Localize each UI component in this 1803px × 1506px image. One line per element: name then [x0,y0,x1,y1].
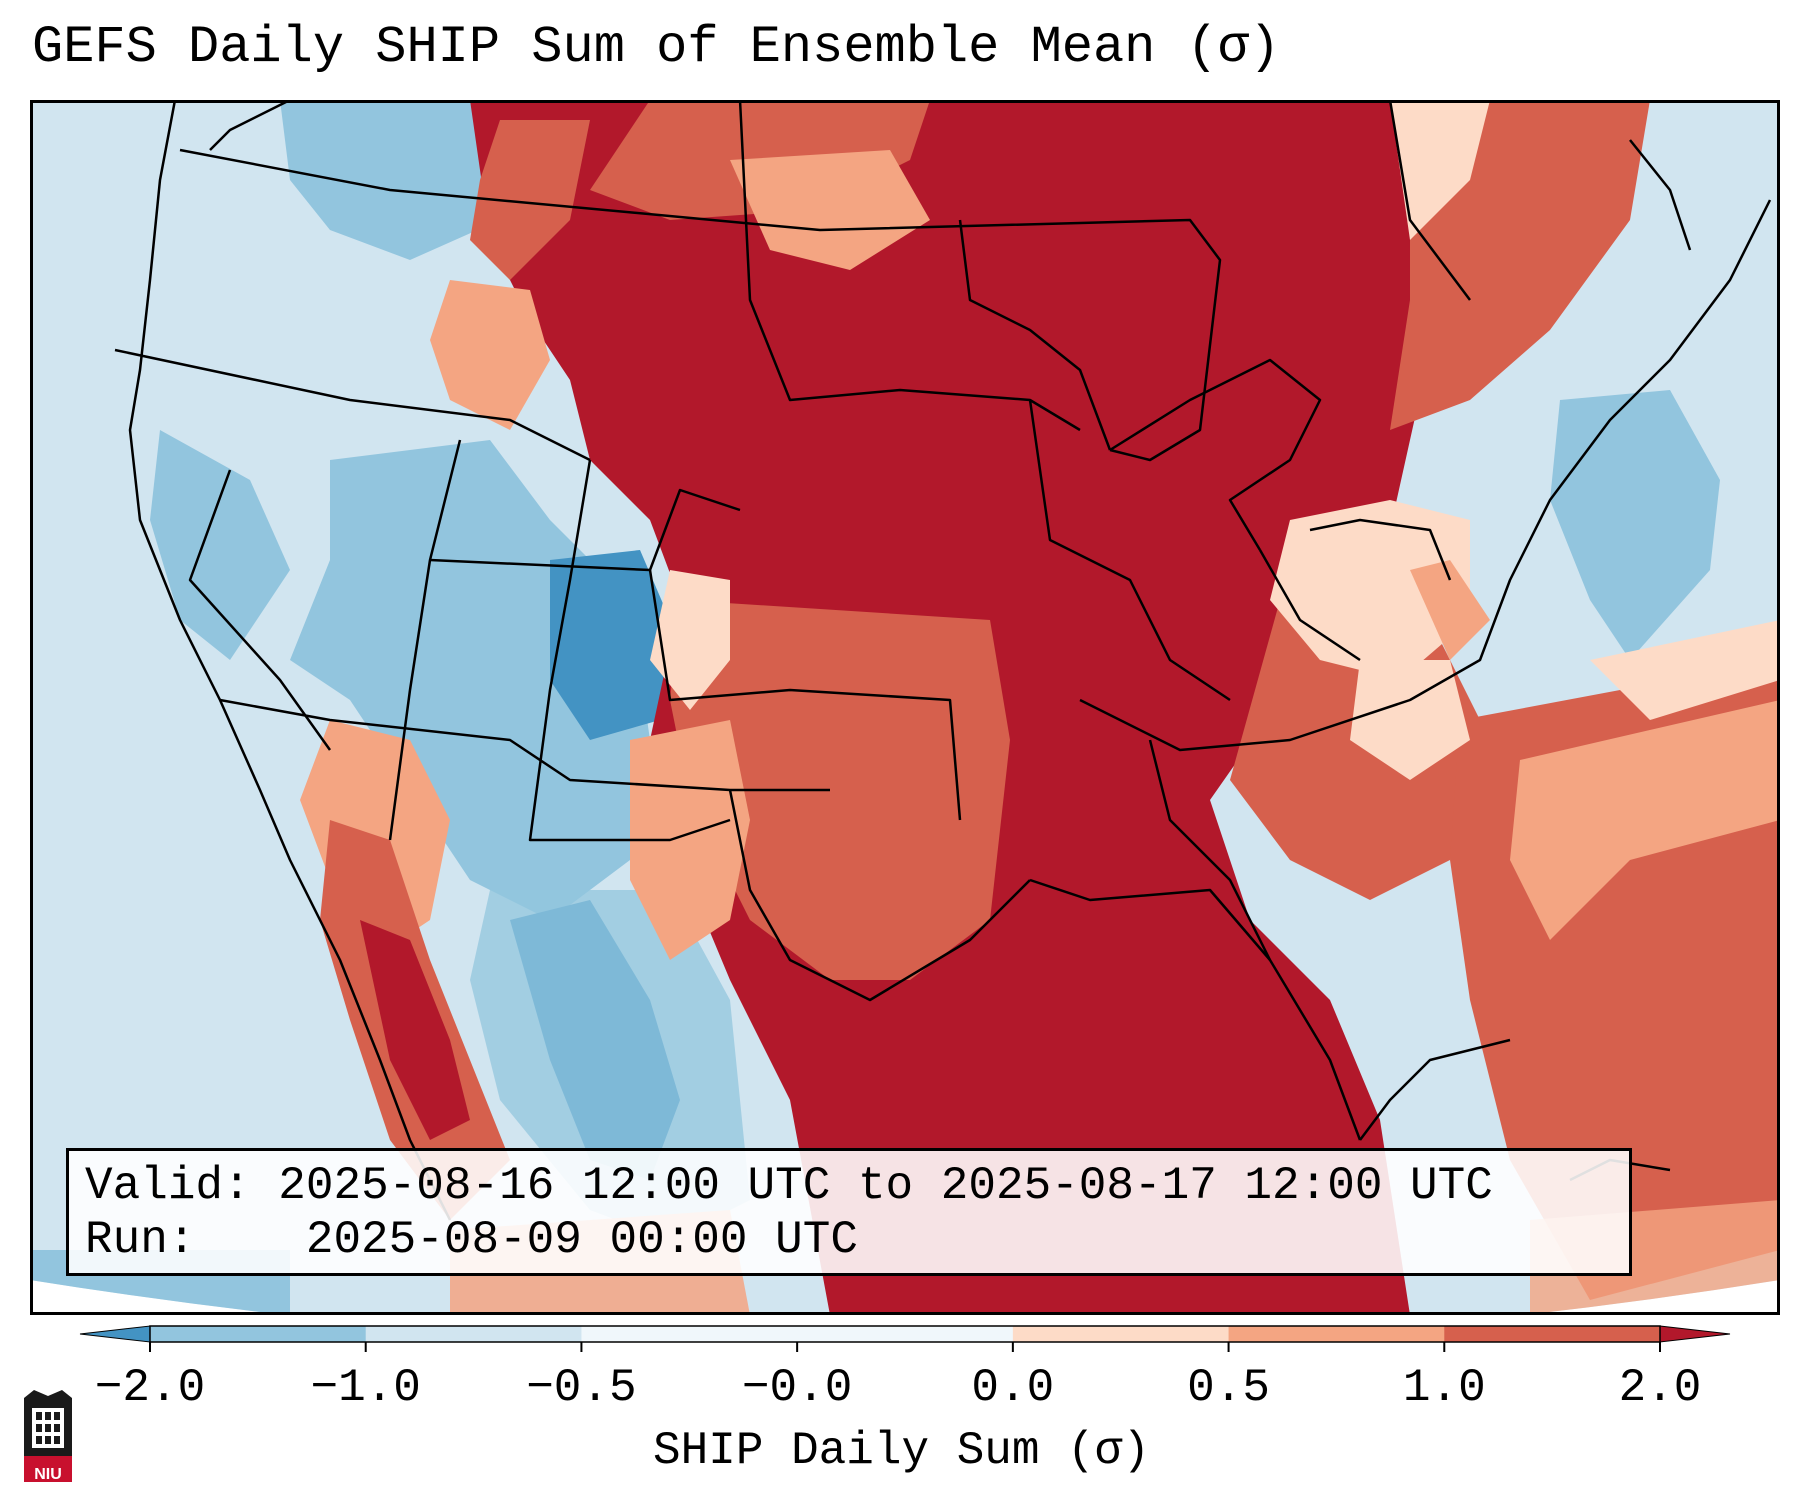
or-ca-border [114,348,591,462]
run-row: Run: 2025-08-09 00:00 UTC [85,1213,1629,1267]
anomaly-region [1350,660,1470,780]
colorbar-bin [1012,1326,1230,1342]
colorbar-tick-label: −0.5 [526,1362,637,1414]
colorbar-bin [365,1326,582,1342]
map-panel [30,100,1780,1315]
colorbar [79,1325,1731,1352]
anomaly-region [430,280,550,430]
maritimes [1629,139,1692,251]
anomaly-region [1410,560,1490,660]
colorbar-bin [150,1326,367,1342]
gulf-coast [1029,878,1271,961]
puget-sound [209,100,291,151]
colorbar-tick-label: 2.0 [1618,1362,1702,1414]
anomaly-region [630,720,750,960]
colorbar-label: SHIP Daily Sum (σ) [653,1425,1150,1477]
valid-label: Valid: [85,1160,251,1212]
florida [1359,1038,1511,1141]
anomaly-region [670,600,1010,980]
anomaly-region [730,150,930,270]
colorbar-tick-label: 0.5 [1187,1362,1270,1414]
canada-border [179,148,1222,462]
dakotas-mn [738,100,1081,432]
anomaly-region [1550,390,1720,660]
anomaly-region [1510,700,1780,940]
southeast [1148,739,1362,1141]
colorbar-tick-label: −1.0 [310,1362,421,1414]
anomaly-region [1390,100,1490,240]
colorbar-tick-label: −0.0 [741,1362,853,1414]
niu-tower-icon [24,1390,72,1482]
colorbar-outline [149,1325,1661,1343]
colorbar-bin [1444,1326,1661,1342]
run-label: Run: [85,1214,196,1266]
anomaly-region [280,100,510,260]
wy-co-border [429,488,741,572]
texas-coast [728,789,1031,1002]
colorbar-tick-label: 0.0 [971,1362,1055,1414]
valid-row: Valid: 2025-08-16 12:00 UTC to 2025-08-1… [85,1159,1629,1213]
ks-ok [648,569,962,821]
validity-info-box: Valid: 2025-08-16 12:00 UTC to 2025-08-1… [66,1148,1632,1276]
anomaly-region [1590,620,1780,720]
figure-title: GEFS Daily SHIP Sum of Ensemble Mean (σ) [32,18,1281,77]
anomaly-region [360,920,470,1140]
anomaly-region [150,430,290,660]
map-border [30,100,1780,1315]
pacific-coastline [128,100,452,1221]
run-value: 2025-08-09 00:00 UTC [305,1214,858,1266]
anomaly-field [30,100,1780,1315]
atlantic-coast [1079,199,1772,752]
niu-logo-text: NIU [34,1466,62,1483]
oh-wv [1258,549,1361,662]
ship-map [30,100,1780,1315]
boundaries [114,100,1772,1221]
colorbar-bin [581,1326,798,1342]
pa-ny [1309,518,1452,581]
colorbar-extend-high [1659,1325,1731,1343]
anomaly-region [650,570,730,710]
anomaly-region [550,550,670,740]
ut-co-az-nm [528,459,731,842]
mn-wi [958,219,1112,451]
colorbar-tick-label: 1.0 [1402,1362,1486,1414]
colorbar-tick-label: −2.0 [94,1362,206,1414]
nv-ut-border [388,439,462,841]
great-lakes [1109,358,1322,551]
colorbar-bin [1228,1326,1445,1342]
quebec [1388,100,1471,301]
niu-logo: NIU [20,1390,76,1486]
colorbar-extend-low [79,1325,151,1343]
colorbar-bin [797,1326,1014,1342]
ms-river [1028,399,1231,702]
valid-value: 2025-08-16 12:00 UTC to 2025-08-17 12:00… [278,1160,1493,1212]
anomaly-region [470,120,590,280]
anomaly-region [1270,500,1470,680]
